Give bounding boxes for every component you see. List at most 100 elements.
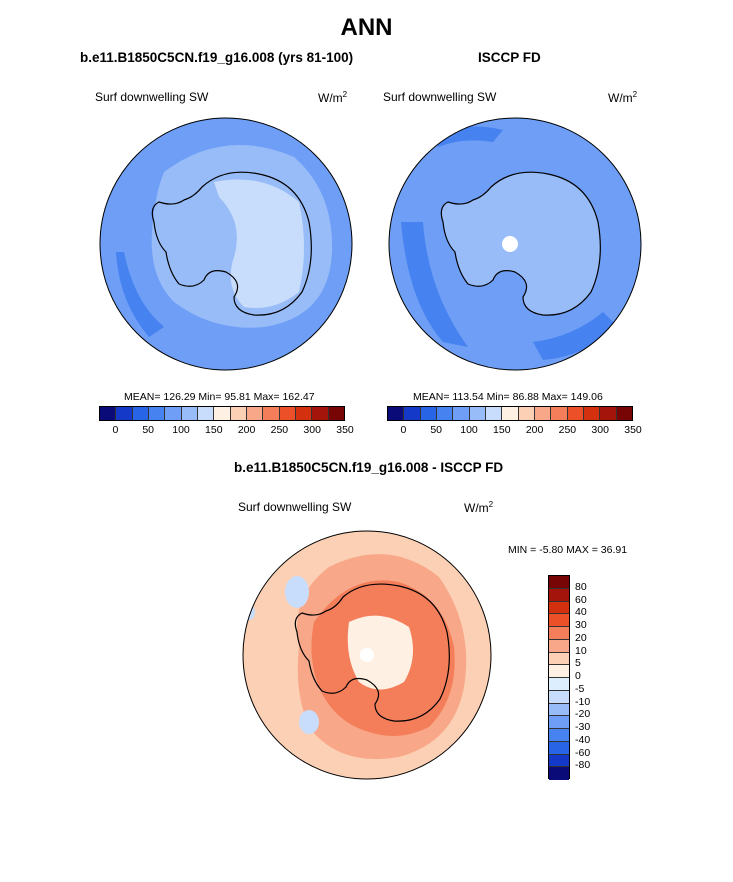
diff-colorbar-label: 60 (575, 593, 587, 606)
model-colorbar-swatch (181, 407, 198, 420)
diff-units: W/m2 (464, 500, 494, 515)
obs-field-label: Surf downwelling SW (383, 90, 497, 104)
obs-coastline (440, 171, 601, 316)
model-colorbar-tick: 50 (142, 424, 155, 436)
obs-colorbar-swatch (518, 407, 535, 420)
model-colorbar-swatch (214, 407, 231, 420)
obs-colorbar-ticks: 0 50 100 150 200 250 300 350 (387, 424, 641, 438)
diff-colorbar-swatch (549, 729, 569, 742)
diff-negative-patch-2 (299, 710, 319, 734)
diff-colorbar-label: -60 (575, 746, 591, 759)
diff-colorbar-label: 10 (575, 644, 587, 657)
diff-colorbar-label: -30 (575, 721, 591, 733)
model-colorbar-swatch (132, 407, 149, 420)
obs-colorbar-tick: 250 (558, 424, 577, 436)
model-colorbar-tick: 250 (270, 424, 289, 436)
diff-colorbar-label: -10 (575, 695, 591, 708)
diff-colorbar-swatch (549, 588, 569, 602)
obs-colorbar-swatch (485, 407, 503, 420)
obs-colorbar-tick: 50 (430, 424, 443, 436)
diff-colorbar-label: 80 (575, 580, 587, 593)
diff-polar-map (242, 530, 492, 780)
model-high-zone (214, 179, 304, 308)
obs-colorbar-tick: 200 (525, 424, 544, 436)
obs-colorbar (387, 406, 633, 421)
obs-colorbar-tick: 350 (624, 424, 642, 436)
obs-polar-map (388, 117, 642, 371)
model-colorbar-ticks: 0 50 100 150 200 250 300 350 (99, 424, 353, 438)
obs-colorbar-swatch (436, 407, 454, 420)
diff-colorbar-swatch (549, 754, 569, 768)
diff-colorbar-label: -5 (575, 682, 585, 695)
diff-colorbar-swatch (549, 665, 569, 678)
obs-stats: MEAN= 113.54 Min= 86.88 Max= 149.06 (413, 391, 603, 403)
model-field-label: Surf downwelling SW (95, 90, 209, 104)
obs-low-band-west (401, 222, 468, 347)
obs-colorbar-swatch (551, 407, 568, 420)
model-colorbar-swatch (230, 407, 247, 420)
model-stats: MEAN= 126.29 Min= 95.81 Max= 162.47 (124, 391, 315, 403)
model-colorbar-swatch (100, 407, 117, 420)
obs-colorbar-swatch (567, 407, 584, 420)
diff-case-title: b.e11.B1850C5CN.f19_g16.008 - ISCCP FD (234, 460, 504, 475)
diff-colorbar-swatch (549, 614, 569, 627)
diff-colorbar-label: -40 (575, 733, 591, 746)
diff-colorbar-swatch (549, 652, 569, 666)
diff-colorbar-swatch (549, 601, 569, 615)
model-colorbar-swatch (246, 407, 264, 420)
diff-colorbar-label: 20 (575, 631, 587, 644)
model-colorbar-swatch (279, 407, 296, 420)
obs-colorbar-swatch (469, 407, 486, 420)
obs-units: W/m2 (608, 90, 638, 105)
diff-colorbar-label: 40 (575, 606, 587, 619)
diff-stats: MIN = -5.80 MAX = 36.91 (508, 544, 628, 556)
diff-negative-patch-1 (285, 576, 309, 608)
obs-colorbar-swatch (404, 407, 421, 420)
obs-colorbar-swatch (388, 407, 405, 420)
model-colorbar-tick: 200 (237, 424, 256, 436)
diff-colorbar-swatch (549, 703, 569, 717)
diff-colorbar-label: 0 (575, 670, 581, 682)
model-colorbar-tick: 100 (172, 424, 190, 436)
obs-colorbar-tick: 100 (460, 424, 478, 436)
diff-colorbar-swatch (549, 678, 569, 691)
model-low-band (116, 252, 164, 337)
model-colorbar-tick: 350 (336, 424, 354, 436)
diff-colorbar-swatch (549, 741, 569, 755)
diff-missing-pole (360, 648, 374, 662)
diff-colorbar-swatch (549, 690, 569, 704)
obs-colorbar-swatch (502, 407, 519, 420)
model-colorbar-tick: 150 (205, 424, 223, 436)
model-colorbar-tick: 300 (303, 424, 321, 436)
model-colorbar-swatch (312, 407, 329, 420)
model-colorbar-tick: 0 (112, 424, 119, 436)
model-colorbar-swatch (148, 407, 166, 420)
diff-colorbar-swatch (549, 576, 569, 589)
model-coastline (151, 171, 312, 316)
obs-missing-pole (502, 236, 518, 252)
obs-colorbar-tick: 0 (400, 424, 407, 436)
model-units: W/m2 (318, 90, 348, 105)
model-colorbar-swatch (197, 407, 215, 420)
obs-colorbar-tick: 150 (493, 424, 511, 436)
model-colorbar-swatch (165, 407, 182, 420)
diff-colorbar (548, 575, 570, 780)
diff-colorbar-label: 5 (575, 657, 581, 670)
model-case-title: b.e11.B1850C5CN.f19_g16.008 (yrs 81-100) (80, 50, 354, 65)
obs-colorbar-tick: 300 (591, 424, 609, 436)
obs-low-band-south (533, 312, 618, 360)
model-colorbar-swatch (295, 407, 313, 420)
obs-colorbar-swatch (420, 407, 437, 420)
model-polar-map (99, 117, 353, 371)
obs-colorbar-swatch (453, 407, 470, 420)
diff-colorbar-labels: 80 60 40 30 20 10 5 0 -5 -10 -20 -30 -40 -60 -80 (575, 575, 615, 779)
diff-coastline (294, 583, 450, 722)
model-colorbar-swatch (116, 407, 133, 420)
diff-colorbar-label: -80 (575, 759, 591, 772)
obs-colorbar-swatch (583, 407, 601, 420)
diff-colorbar-label: 30 (575, 619, 587, 631)
diff-colorbar-swatch (549, 767, 569, 780)
model-colorbar (99, 406, 345, 421)
obs-case-title: ISCCP FD (478, 50, 541, 65)
model-colorbar-swatch (263, 407, 280, 420)
